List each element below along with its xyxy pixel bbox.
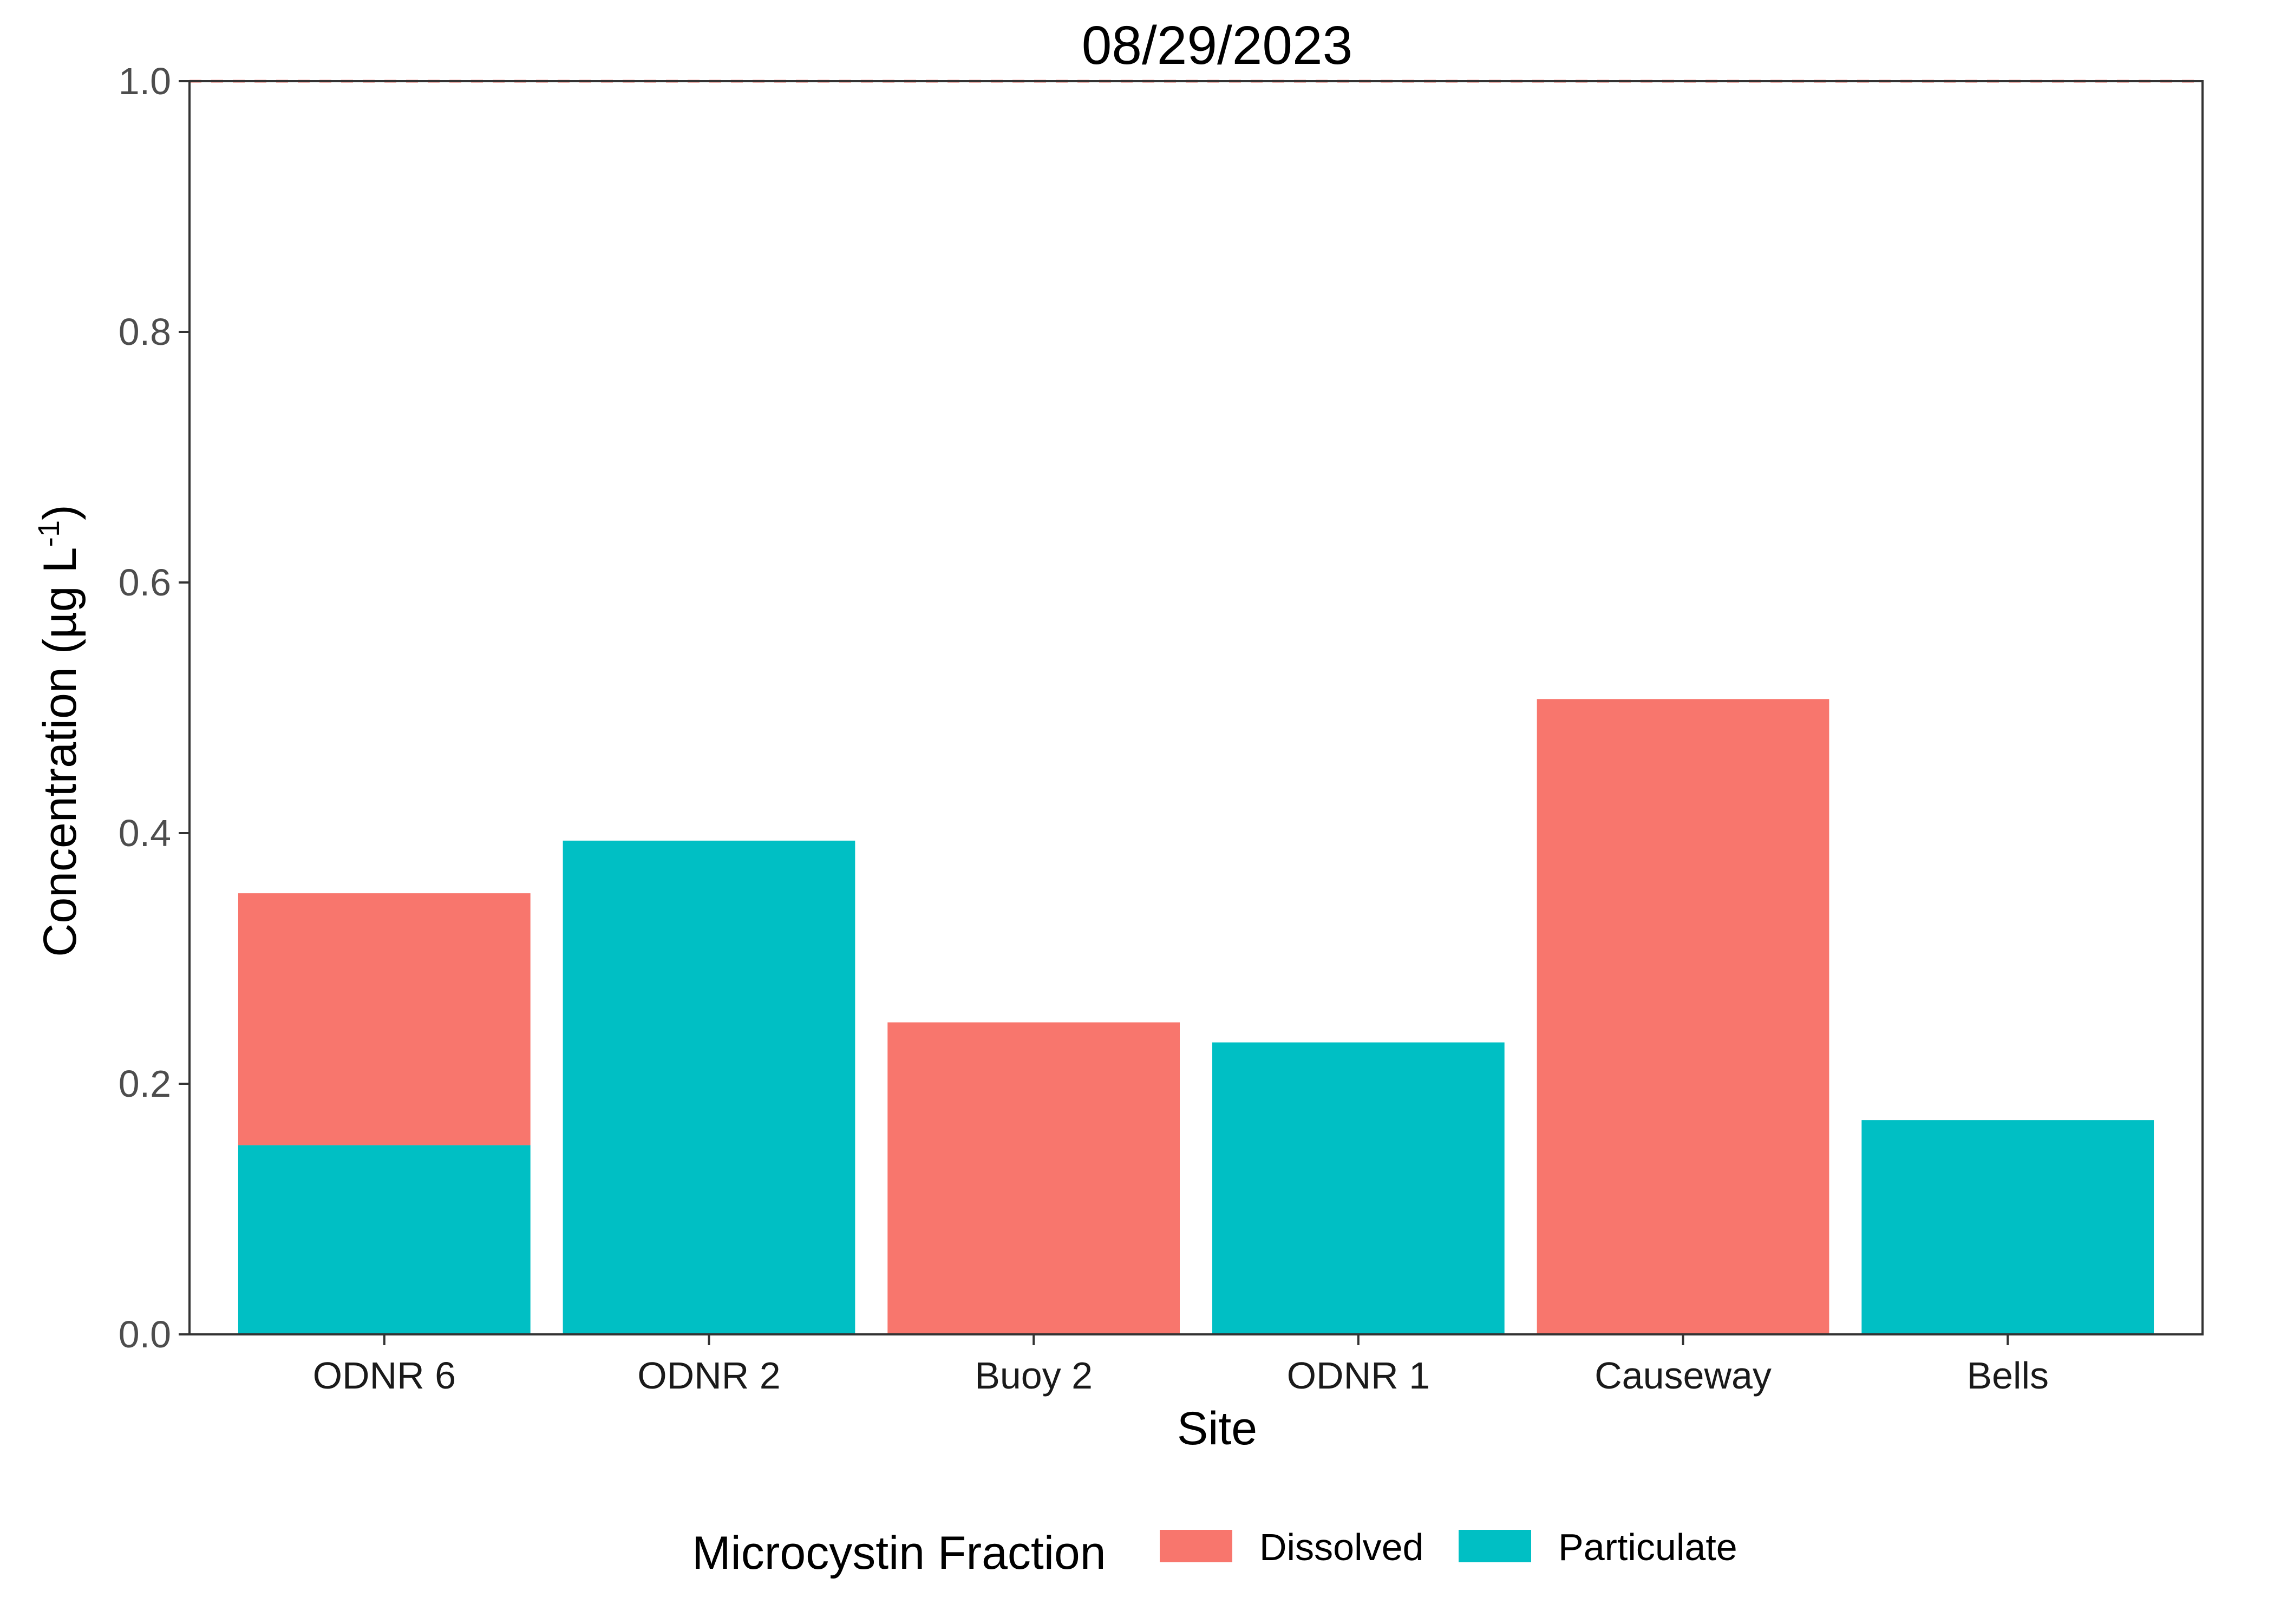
legend-label-dissolved: Dissolved bbox=[1259, 1526, 1423, 1568]
bar-buoy-2-dissolved bbox=[887, 1022, 1180, 1334]
bar-odnr-6-dissolved bbox=[238, 893, 531, 1145]
bar-odnr-2-particulate bbox=[563, 840, 855, 1334]
y-tick-label: 1.0 bbox=[119, 60, 171, 102]
x-axis: ODNR 6 ODNR 2 Buoy 2 ODNR 1 Causeway Bells bbox=[313, 1334, 2049, 1397]
plot-area bbox=[188, 80, 2204, 1335]
legend-title: Microcystin Fraction bbox=[692, 1527, 1106, 1579]
legend-swatch-particulate bbox=[1459, 1530, 1531, 1562]
bar-causeway-dissolved bbox=[1537, 699, 1829, 1334]
y-tick-label: 0.8 bbox=[119, 311, 171, 353]
y-tick-label: 0.0 bbox=[119, 1313, 171, 1355]
y-axis-title-superscript: -1 bbox=[31, 520, 66, 547]
y-axis-title: Concentration (µg L-1) bbox=[31, 505, 87, 957]
x-tick-label-buoy-2: Buoy 2 bbox=[975, 1354, 1093, 1397]
x-tick-label-causeway: Causeway bbox=[1595, 1354, 1772, 1397]
legend: Microcystin Fraction Dissolved Particula… bbox=[692, 1526, 1737, 1579]
y-axis: 0.0 0.2 0.4 0.6 0.8 1.0 bbox=[119, 60, 190, 1355]
plot-border bbox=[188, 80, 2204, 1335]
y-axis-title-close: ) bbox=[34, 505, 86, 520]
y-tick-label: 0.4 bbox=[119, 812, 171, 854]
bar-bells-particulate bbox=[1861, 1120, 2154, 1334]
legend-label-particulate: Particulate bbox=[1558, 1526, 1737, 1568]
bar-odnr-1-particulate bbox=[1212, 1042, 1505, 1334]
y-axis-title-base: Concentration (µg L bbox=[34, 547, 86, 957]
x-tick-label-odnr-2: ODNR 2 bbox=[637, 1354, 780, 1397]
x-tick-label-odnr-1: ODNR 1 bbox=[1287, 1354, 1430, 1397]
x-tick-label-odnr-6: ODNR 6 bbox=[313, 1354, 456, 1397]
bar-odnr-6-particulate bbox=[238, 1145, 531, 1334]
x-tick-label-bells: Bells bbox=[1966, 1354, 2049, 1397]
y-tick-label: 0.2 bbox=[119, 1063, 171, 1105]
x-axis-title: Site bbox=[1177, 1403, 1257, 1455]
chart-title: 08/29/2023 bbox=[1082, 15, 1353, 76]
y-tick-label: 0.6 bbox=[119, 561, 171, 604]
legend-swatch-dissolved bbox=[1160, 1530, 1232, 1562]
